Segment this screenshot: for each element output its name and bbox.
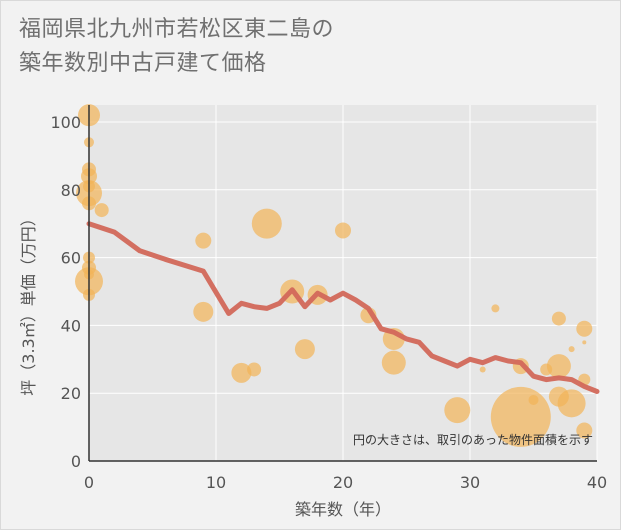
bubble-point-33 — [546, 354, 571, 379]
y-tick-label-60: 60 — [61, 249, 81, 268]
bubble-point-32 — [551, 311, 566, 326]
bubble-point-26 — [479, 366, 486, 373]
x-axis-title: 築年数（年） — [295, 500, 391, 519]
chart-title: 福岡県北九州市若松区東二島の 築年数別中古戸建て価格 — [19, 13, 334, 81]
bubble-point-19 — [294, 339, 315, 360]
bubble-point-38 — [582, 340, 587, 345]
x-tick-label-30: 30 — [460, 473, 480, 492]
y-tick-label-20: 20 — [61, 384, 81, 403]
bubble-point-17 — [247, 362, 262, 377]
title-line-2: 築年数別中古戸建て価格 — [19, 51, 267, 76]
bubble-point-15 — [251, 208, 282, 239]
title-line-1: 福岡県北九州市若松区東二島の — [19, 17, 335, 42]
y-axis-title: 坪（3.3㎡）単価（万円） — [19, 210, 38, 395]
bubble-point-30 — [528, 394, 539, 405]
bubble-point-21 — [335, 222, 351, 239]
bubble-point-40 — [576, 422, 593, 439]
x-tick-label-10: 10 — [206, 473, 226, 492]
bubble-point-13 — [195, 232, 212, 249]
x-tick-label-0: 0 — [84, 473, 94, 492]
y-tick-label-100: 100 — [50, 113, 81, 132]
bubble-point-14 — [193, 301, 214, 322]
bubble-point-25 — [444, 397, 471, 424]
bubble-point-35 — [568, 346, 575, 353]
bubble-point-7 — [94, 203, 109, 218]
y-tick-label-80: 80 — [61, 181, 81, 200]
bubble-point-24 — [381, 350, 406, 375]
bubble-point-36 — [557, 389, 586, 418]
y-tick-label-40: 40 — [61, 316, 81, 335]
trend-line — [86, 221, 600, 394]
x-tick-label-40: 40 — [587, 473, 607, 492]
x-tick-label-20: 20 — [333, 473, 353, 492]
bubble-point-16 — [231, 362, 252, 383]
bubble-point-37 — [576, 320, 593, 337]
y-tick-label-0: 0 — [71, 452, 81, 471]
size-legend-note: 円の大きさは、取引のあった物件面積を示す — [353, 432, 593, 447]
bubble-point-27 — [491, 304, 500, 313]
